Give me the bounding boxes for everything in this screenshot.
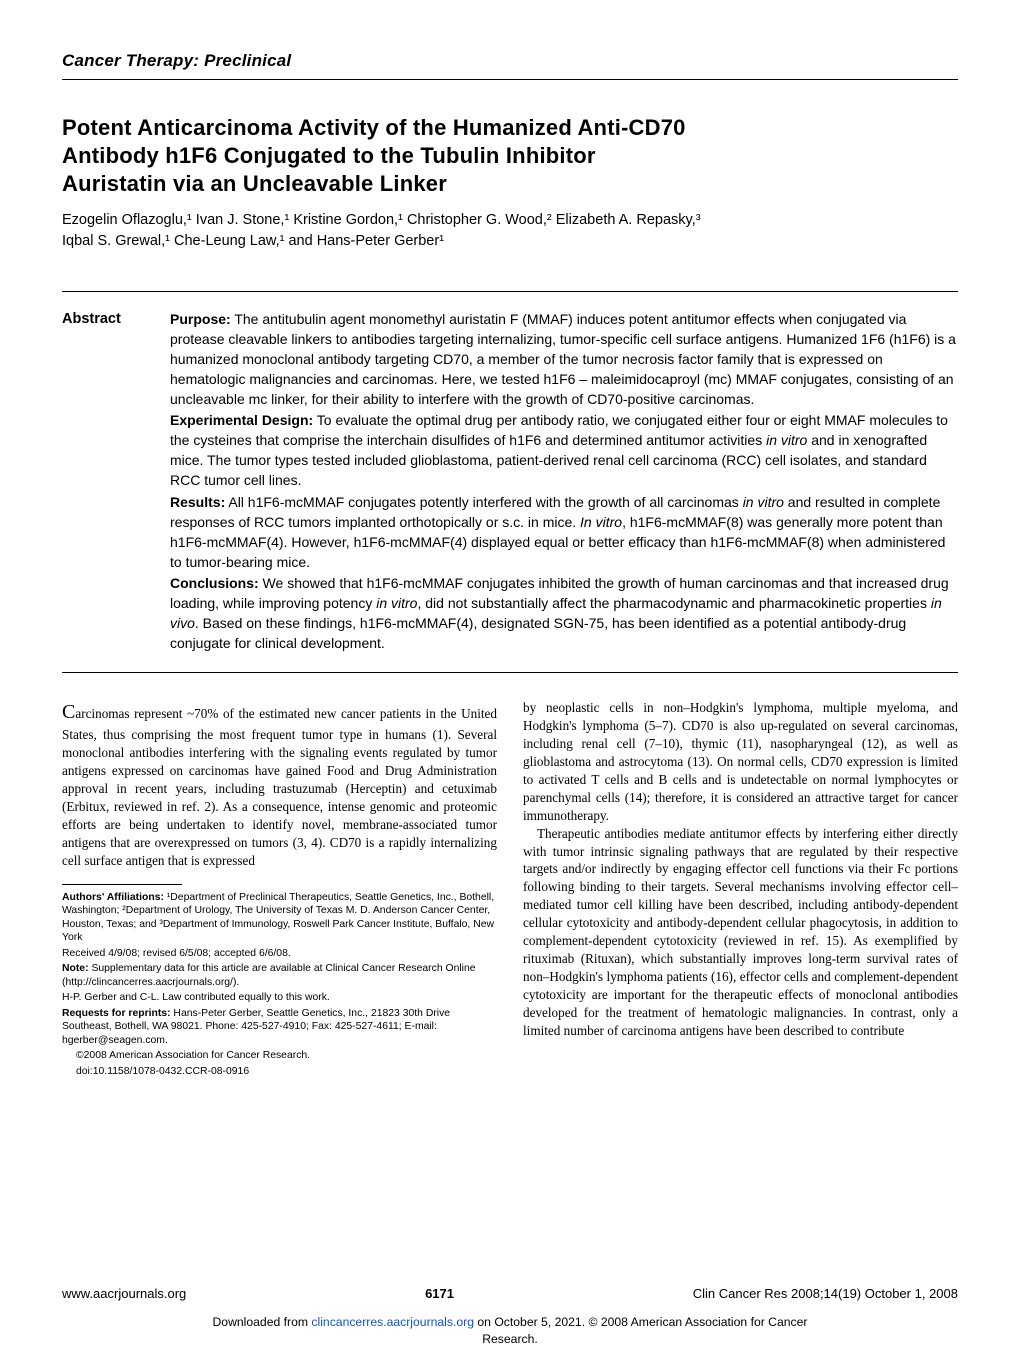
download-text-1: Downloaded from (213, 1315, 312, 1329)
footnote-doi: doi:10.1158/1078-0432.CCR-08-0916 (62, 1065, 497, 1079)
title-line-1: Potent Anticarcinoma Activity of the Hum… (62, 115, 686, 140)
page-footer: www.aacrjournals.org 6171 Clin Cancer Re… (62, 1285, 958, 1303)
design-italic: in vitro (766, 432, 807, 448)
footer-page-number: 6171 (425, 1285, 454, 1303)
authors-line-2: Iqbal S. Grewal,¹ Che-Leung Law,¹ and Ha… (62, 231, 958, 251)
body-paragraph-1: Carcinomas represent ~70% of the estimat… (62, 699, 497, 870)
abstract-results: Results: All h1F6-mcMMAF conjugates pote… (170, 493, 958, 573)
footnote-contribution: H-P. Gerber and C-L. Law contributed equ… (62, 991, 497, 1005)
affiliations-label: Authors' Affiliations: (62, 892, 164, 903)
footer-url: www.aacrjournals.org (62, 1285, 186, 1303)
results-italic-1: in vitro (743, 494, 784, 510)
note-label: Note: (62, 963, 89, 974)
conclusions-text-3: . Based on these findings, h1F6-mcMMAF(4… (170, 615, 906, 651)
body-columns: Carcinomas represent ~70% of the estimat… (62, 699, 958, 1079)
footnote-reprints: Requests for reprints: Hans-Peter Gerber… (62, 1007, 497, 1048)
download-text-2: on October 5, 2021. © 2008 American Asso… (474, 1315, 808, 1329)
download-notice: Downloaded from clincancerres.aacrjourna… (0, 1314, 1020, 1347)
download-text-3: Research. (482, 1332, 538, 1346)
footnote-copyright: ©2008 American Association for Cancer Re… (62, 1049, 497, 1063)
authors-block: Ezogelin Oflazoglu,¹ Ivan J. Stone,¹ Kri… (62, 210, 958, 251)
footnote-affiliations: Authors' Affiliations: ¹Department of Pr… (62, 891, 497, 945)
abstract-purpose: Purpose: The antitubulin agent monomethy… (170, 310, 958, 409)
footnote-rule (62, 884, 182, 885)
title-line-3: Auristatin via an Uncleavable Linker (62, 171, 447, 196)
title-line-2: Antibody h1F6 Conjugated to the Tubulin … (62, 143, 596, 168)
abstract-conclusions: Conclusions: We showed that h1F6-mcMMAF … (170, 574, 958, 654)
footer-citation: Clin Cancer Res 2008;14(19) October 1, 2… (693, 1285, 958, 1303)
article-title: Potent Anticarcinoma Activity of the Hum… (62, 114, 958, 198)
footnotes-block: Authors' Affiliations: ¹Department of Pr… (62, 891, 497, 1079)
conclusions-italic-1: in vitro (376, 595, 417, 611)
design-heading: Experimental Design: (170, 412, 313, 428)
abstract-block: Abstract Purpose: The antitubulin agent … (62, 291, 958, 673)
body-p1-text: arcinomas represent ~70% of the estimate… (62, 706, 497, 868)
authors-line-1: Ezogelin Oflazoglu,¹ Ivan J. Stone,¹ Kri… (62, 210, 958, 230)
results-text-1: All h1F6-mcMMAF conjugates potently inte… (225, 494, 742, 510)
conclusions-heading: Conclusions: (170, 575, 259, 591)
abstract-label: Abstract (62, 310, 148, 656)
results-italic-2: In vitro (580, 514, 622, 530)
download-link[interactable]: clincancerres.aacrjournals.org (311, 1315, 474, 1329)
purpose-text: The antitubulin agent monomethyl aurista… (170, 311, 956, 407)
section-header: Cancer Therapy: Preclinical (62, 50, 958, 80)
abstract-design: Experimental Design: To evaluate the opt… (170, 411, 958, 491)
abstract-body: Purpose: The antitubulin agent monomethy… (170, 310, 958, 656)
footnote-note: Note: Supplementary data for this articl… (62, 962, 497, 989)
conclusions-text-2: , did not substantially affect the pharm… (417, 595, 930, 611)
purpose-heading: Purpose: (170, 311, 231, 327)
note-text: Supplementary data for this article are … (62, 963, 476, 988)
reprints-label: Requests for reprints: (62, 1008, 171, 1019)
dropcap: C (62, 701, 75, 723)
results-heading: Results: (170, 494, 225, 510)
body-paragraph-3: Therapeutic antibodies mediate antitumor… (523, 825, 958, 1040)
body-paragraph-2: by neoplastic cells in non–Hodgkin's lym… (523, 699, 958, 825)
footnote-received: Received 4/9/08; revised 6/5/08; accepte… (62, 947, 497, 961)
